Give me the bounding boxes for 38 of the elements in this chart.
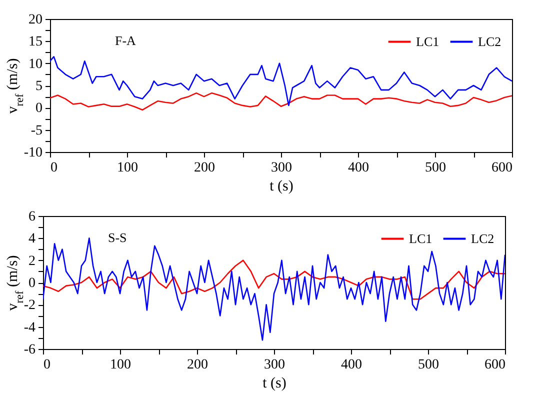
x-tick-label: 300: [271, 160, 292, 176]
legend-label: LC1: [416, 34, 440, 49]
x-tick-label: 100: [117, 160, 138, 176]
legend-label: LC1: [409, 230, 432, 246]
x-tick-label: 200: [194, 160, 215, 176]
y-tick-label: 0: [28, 276, 36, 291]
y-tick-label: 6: [28, 210, 36, 224]
y-tick-label: -10: [24, 146, 42, 160]
x-tick-label: 600: [484, 358, 506, 372]
x-tick-label: 200: [187, 358, 208, 372]
legend-label: LC2: [471, 230, 494, 246]
y-tick-label: -4: [24, 320, 36, 336]
y-tick-label: -2: [24, 298, 36, 314]
x-tick-label: 400: [348, 160, 369, 176]
y-tick-label: 2: [28, 254, 36, 269]
line-series: [43, 260, 505, 300]
y-tick-label: 5: [36, 79, 42, 94]
x-tick-label: 400: [341, 358, 362, 372]
x-axis-title: t (s): [262, 376, 286, 392]
x-axis-title: t (s): [270, 178, 294, 194]
y-tick-label: 0: [36, 101, 42, 116]
line-series: [50, 92, 512, 111]
y-tick-label: 4: [28, 232, 36, 247]
annotation: S-S: [108, 230, 127, 245]
legend-label: LC2: [478, 34, 502, 49]
x-tick-label: 600: [492, 160, 512, 176]
x-tick-label: 500: [418, 358, 439, 372]
x-tick-label: 0: [50, 160, 58, 176]
x-tick-label: 100: [110, 358, 131, 372]
line-series: [50, 56, 512, 106]
x-tick-label: 500: [425, 160, 446, 176]
y-tick-label: -6: [24, 342, 36, 358]
annotation: F-A: [115, 33, 137, 48]
y-tick-label: -5: [30, 123, 42, 138]
x-tick-label: 300: [264, 358, 285, 372]
y-tick-label: 20: [28, 12, 42, 28]
y-tick-label: 10: [28, 56, 42, 72]
y-tick-label: 15: [28, 34, 42, 50]
